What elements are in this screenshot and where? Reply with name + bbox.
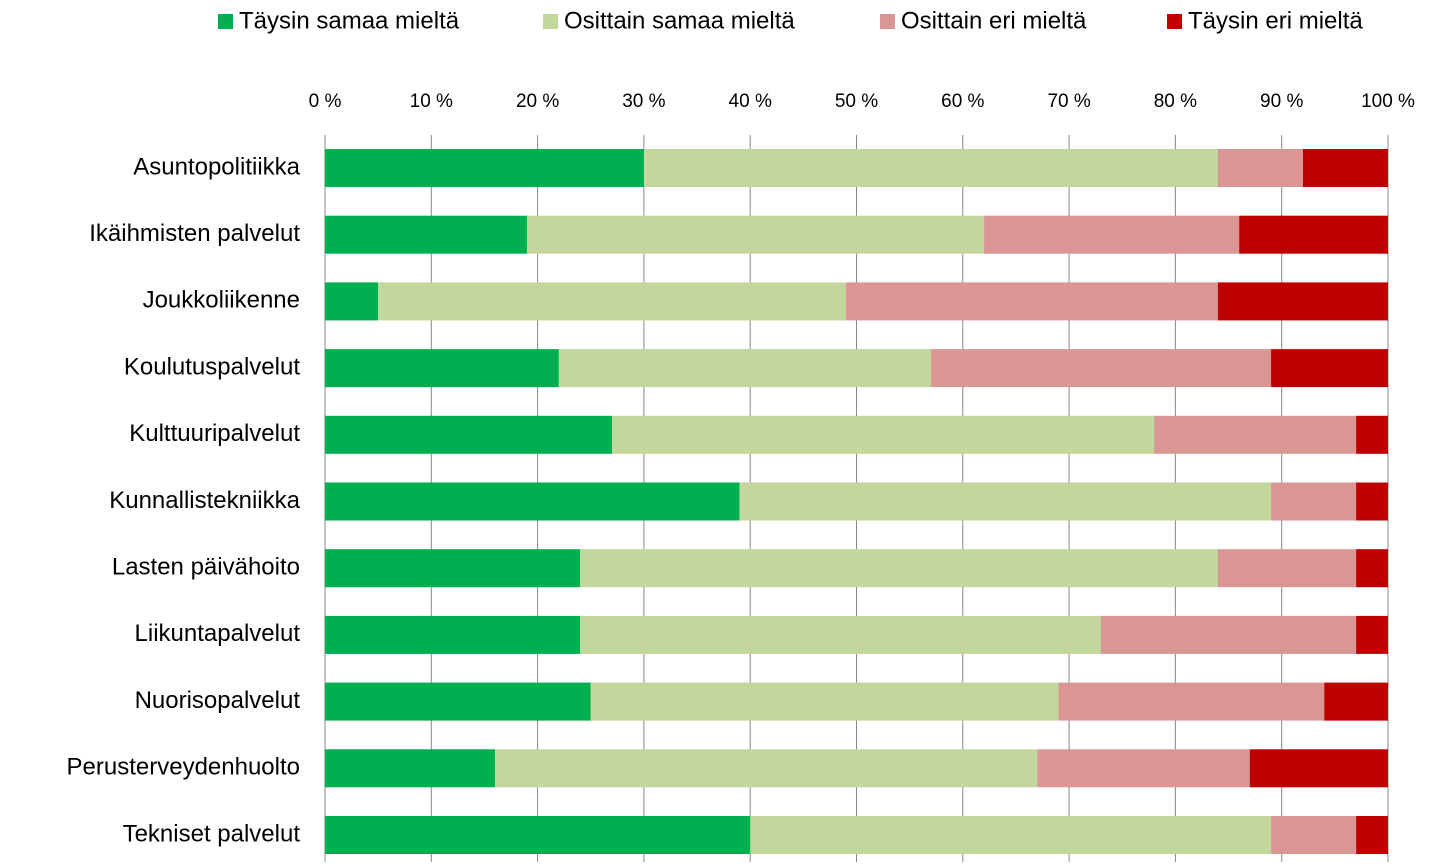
bar-segment xyxy=(325,749,496,788)
bar-segment xyxy=(984,215,1240,254)
bar-segment xyxy=(1271,349,1388,388)
bar-segment xyxy=(325,215,527,254)
x-tick-label: 10 % xyxy=(410,91,453,112)
bar-segment xyxy=(930,349,1272,388)
legend-swatch xyxy=(218,14,233,29)
bar-segment xyxy=(1100,615,1357,654)
y-tick-label: Nuorisopalvelut xyxy=(135,687,301,714)
x-tick-label: 30 % xyxy=(622,91,665,112)
y-tick-label: Joukkoliikenne xyxy=(143,287,300,314)
bar-segment xyxy=(325,282,379,321)
bar-segment xyxy=(1356,615,1388,654)
bar-segment xyxy=(325,349,559,388)
y-tick-label: Lasten päivähoito xyxy=(112,554,300,581)
y-tick-label: Liikuntapalvelut xyxy=(135,620,301,647)
legend-label: Täysin eri mieltä xyxy=(1188,7,1363,34)
bar-segment xyxy=(325,682,591,721)
bar-segment xyxy=(750,816,1272,854)
x-tick-label: 40 % xyxy=(729,91,772,112)
bar-segment xyxy=(580,615,1101,654)
x-tick-label: 80 % xyxy=(1154,91,1197,112)
bar-segment xyxy=(1356,415,1388,454)
bar-segment xyxy=(325,415,613,454)
legend-label: Täysin samaa mieltä xyxy=(239,7,460,34)
legend-swatch xyxy=(543,14,558,29)
y-tick-label: Asuntopolitiikka xyxy=(133,153,300,180)
bar-segment xyxy=(1271,816,1357,854)
x-tick-label: 50 % xyxy=(835,91,878,112)
y-tick-label: Tekniset palvelut xyxy=(123,820,301,847)
y-tick-label: Perusterveydenhuolto xyxy=(67,754,300,781)
y-tick-label: Koulutuspalvelut xyxy=(124,353,300,380)
bar-segment xyxy=(325,482,740,521)
bar-segment xyxy=(378,282,846,321)
bar-segment xyxy=(1239,215,1388,254)
bar-segment xyxy=(495,749,1038,788)
bar-segment xyxy=(1302,149,1388,187)
bar-segment xyxy=(1324,682,1388,721)
legend-label: Osittain samaa mieltä xyxy=(564,7,795,34)
bar-segment xyxy=(1356,816,1388,854)
bar-segment xyxy=(590,682,1059,721)
bar-segment xyxy=(1217,282,1388,321)
bar-segment xyxy=(325,615,581,654)
bar-segment xyxy=(580,549,1218,588)
x-tick-label: 100 % xyxy=(1361,91,1415,112)
bar-segment xyxy=(325,549,581,588)
bar-segment xyxy=(1058,682,1325,721)
bar-segment xyxy=(1356,482,1388,521)
bar-segment xyxy=(845,282,1218,321)
bar-segment xyxy=(325,149,644,187)
bar-segment xyxy=(612,415,1155,454)
bar-segment xyxy=(739,482,1272,521)
bar-segment xyxy=(1154,415,1357,454)
legend-swatch xyxy=(880,14,895,29)
bar-segment xyxy=(1271,482,1357,521)
legend-swatch xyxy=(1167,14,1182,29)
bar-segment xyxy=(1249,749,1388,788)
x-tick-label: 20 % xyxy=(516,91,559,112)
bar-segment xyxy=(1356,549,1388,588)
y-tick-label: Ikäihmisten palvelut xyxy=(89,220,300,247)
bar-segment xyxy=(643,149,1218,187)
y-tick-label: Kunnallistekniikka xyxy=(109,487,300,514)
legend-label: Osittain eri mieltä xyxy=(901,7,1087,34)
bar-segment xyxy=(526,215,985,254)
bar-segment xyxy=(1217,549,1357,588)
bar-segment xyxy=(558,349,931,388)
x-tick-label: 60 % xyxy=(941,91,984,112)
bar-segment xyxy=(1217,149,1303,187)
bar-segment xyxy=(325,816,751,854)
bar-segment xyxy=(1037,749,1250,788)
x-tick-label: 70 % xyxy=(1047,91,1090,112)
x-tick-label: 90 % xyxy=(1260,91,1303,112)
x-tick-label: 0 % xyxy=(309,91,342,112)
y-tick-label: Kulttuuripalvelut xyxy=(129,420,300,447)
